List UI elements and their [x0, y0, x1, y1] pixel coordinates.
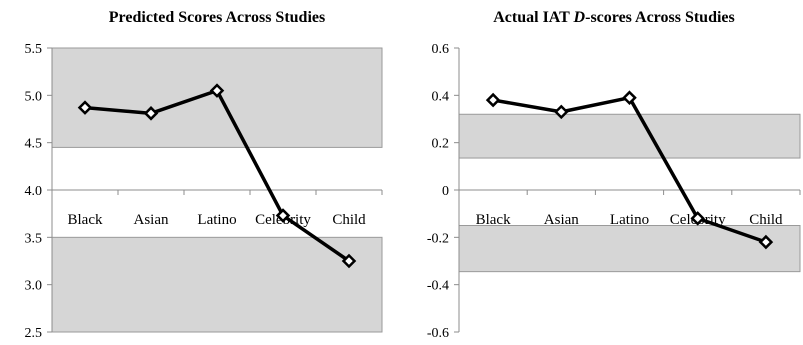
y-tick-label: 0.4 — [432, 89, 450, 104]
data-point — [554, 104, 569, 120]
data-point — [143, 106, 159, 121]
y-tick-label: -0.2 — [427, 231, 449, 246]
data-point — [341, 253, 357, 269]
y-tick-label: 5.5 — [25, 42, 43, 57]
category-label: Child — [332, 212, 366, 228]
category-label: Latino — [610, 212, 649, 228]
y-tick-label: 0.2 — [432, 137, 450, 152]
category-label: Black — [476, 212, 511, 228]
chart-title-part: D — [573, 9, 586, 26]
shaded-band — [458, 225, 801, 273]
chart-title-part: Actual IAT — [493, 9, 573, 26]
data-point — [690, 211, 705, 226]
category-label: Asian — [544, 212, 579, 228]
data-point — [77, 100, 93, 115]
data-point — [275, 208, 291, 223]
chart-2: Actual IAT D-scores Across Studies -0.6 -0… — [427, 9, 801, 341]
chart-title: Actual IAT D-scores Across Studies — [493, 9, 735, 26]
chart-title: Predicted Scores Across Studies — [109, 9, 325, 26]
chart-title-part: -scores Across Studies — [585, 9, 735, 26]
category-label: Child — [749, 212, 783, 228]
y-tick-label: 0.6 — [432, 42, 450, 57]
data-point — [758, 234, 774, 250]
y-tick-label: 4.0 — [25, 184, 43, 199]
y-tick-label: 0 — [442, 184, 449, 199]
chart-1: Predicted Scores Across Studies 2.5 3.0 3.5… — [25, 9, 383, 341]
y-tick-label: 4.5 — [25, 137, 43, 152]
data-point — [622, 90, 637, 105]
y-tick-label: -0.4 — [427, 279, 449, 294]
y-tick-label: -0.6 — [427, 326, 449, 341]
chart-title-part: Predicted Scores Across Studies — [109, 9, 325, 26]
y-tick-label: 3.0 — [25, 279, 43, 294]
category-label: Black — [68, 212, 103, 228]
data-point — [485, 92, 501, 108]
data-point — [209, 83, 225, 98]
shaded-band — [51, 236, 383, 333]
shaded-band — [458, 113, 801, 159]
category-label: Latino — [197, 212, 236, 228]
y-tick-label: 3.5 — [25, 231, 43, 246]
y-tick-label: 5.0 — [25, 89, 43, 104]
category-label: Asian — [134, 212, 169, 228]
y-tick-label: 2.5 — [25, 326, 43, 341]
